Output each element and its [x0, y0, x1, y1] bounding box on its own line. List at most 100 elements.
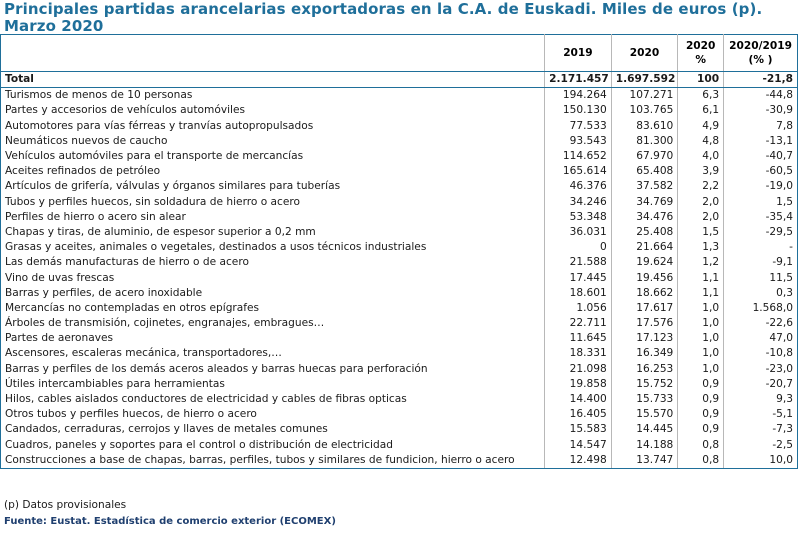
row-var: -30,9 [723, 103, 798, 119]
row-label: Chapas y tiras, de aluminio, de espesor … [0, 224, 546, 241]
header-2019: 2019 [544, 34, 612, 72]
row-pct: 4,9 [677, 118, 725, 134]
table-row: Útiles intercambiables para herramientas… [0, 376, 798, 392]
table-row: Hilos, cables aislados conductores de el… [0, 391, 798, 408]
table-row: Automotores para vías férreas y tranvías… [0, 118, 798, 134]
row-2020: 17.617 [611, 300, 679, 316]
row-var: -20,7 [723, 376, 798, 392]
row-2019: 21.098 [544, 361, 612, 377]
table-header-row: 2019 2020 2020 % 2020/2019 (% ) [0, 34, 798, 72]
row-label: Turismos de menos de 10 personas [0, 87, 546, 104]
row-2019: 19.858 [544, 376, 612, 392]
row-2020: 14.188 [611, 437, 679, 453]
row-label: Árboles de transmisión, cojinetes, engra… [0, 316, 546, 332]
row-var: -5,1 [723, 407, 798, 423]
table-row: Las demás manufacturas de hierro o de ac… [0, 255, 798, 271]
table-row: Vino de uvas frescas 17.445 19.456 1,1 11,5 [0, 270, 798, 286]
row-label: Útiles intercambiables para herramientas [0, 376, 546, 392]
row-label: Vehículos automóviles para el transporte… [0, 148, 546, 165]
row-label: Grasas y aceites, animales o vegetales, … [0, 240, 546, 256]
row-2020: 17.576 [611, 316, 679, 332]
row-2020: 18.662 [611, 285, 679, 301]
row-var: -35,4 [723, 209, 798, 225]
table-row: Partes y accesorios de vehículos automóv… [0, 103, 798, 119]
row-2020: 15.570 [611, 407, 679, 423]
row-pct: 1,1 [677, 285, 725, 301]
row-pct: 1,5 [677, 224, 725, 241]
row-pct: 1,0 [677, 300, 725, 316]
row-pct: 1,0 [677, 331, 725, 347]
table-row: Barras y perfiles de los demás aceros al… [0, 361, 798, 377]
header-2020: 2020 [611, 34, 679, 72]
row-pct: 0,8 [677, 437, 725, 453]
row-2019: 0 [544, 240, 612, 256]
row-var: -60,5 [723, 164, 798, 180]
row-2019: 150.130 [544, 103, 612, 119]
row-var: 1,5 [723, 194, 798, 210]
row-var: -40,7 [723, 148, 798, 165]
row-var: -29,5 [723, 224, 798, 241]
table-row: Grasas y aceites, animales o vegetales, … [0, 240, 798, 256]
total-2020: 1.697.592 [611, 71, 679, 89]
table-row: Neumáticos nuevos de caucho 93.543 81.300 4… [0, 133, 798, 149]
row-2019: 15.583 [544, 422, 612, 438]
total-pct: 100 [677, 71, 725, 89]
row-2020: 25.408 [611, 224, 679, 241]
row-pct: 2,0 [677, 209, 725, 225]
row-2020: 16.349 [611, 346, 679, 362]
row-2019: 21.588 [544, 255, 612, 271]
row-2019: 93.543 [544, 133, 612, 149]
table-row: Tubos y perfiles huecos, sin soldadura d… [0, 194, 798, 210]
table-row: Ascensores, escaleras mecánica, transpor… [0, 346, 798, 362]
total-label: Total [0, 71, 546, 89]
row-pct: 1,0 [677, 316, 725, 332]
row-label: Vino de uvas frescas [0, 270, 546, 286]
row-pct: 0,8 [677, 452, 725, 469]
row-label: Cuadros, paneles y soportes para el cont… [0, 437, 546, 453]
row-2019: 34.246 [544, 194, 612, 210]
row-label: Automotores para vías férreas y tranvías… [0, 118, 546, 134]
table-row: Perfiles de hierro o acero sin alear 53.3… [0, 209, 798, 225]
row-var: 9,3 [723, 391, 798, 408]
row-var: 11,5 [723, 270, 798, 286]
provisional-note: (p) Datos provisionales [4, 499, 127, 511]
source-text: Fuente: Eustat. Estadística de comercio … [4, 516, 336, 527]
table-row: Partes de aeronaves 11.645 17.123 1,0 47,0 [0, 331, 798, 347]
row-2019: 16.405 [544, 407, 612, 423]
row-var: -23,0 [723, 361, 798, 377]
row-2020: 16.253 [611, 361, 679, 377]
row-2020: 34.476 [611, 209, 679, 225]
row-2019: 1.056 [544, 300, 612, 316]
total-2019: 2.171.457 [544, 71, 612, 89]
row-label: Barras y perfiles de los demás aceros al… [0, 361, 546, 377]
row-var: 1.568,0 [723, 300, 798, 316]
row-2019: 194.264 [544, 87, 612, 104]
header-label [0, 34, 546, 72]
page-title: Principales partidas arancelarias export… [4, 0, 763, 35]
row-label: Construcciones a base de chapas, barras,… [0, 452, 546, 469]
row-label: Otros tubos y perfiles huecos, de hierro… [0, 407, 546, 423]
row-2019: 18.331 [544, 346, 612, 362]
row-pct: 2,2 [677, 179, 725, 195]
row-2020: 83.610 [611, 118, 679, 134]
row-2020: 21.664 [611, 240, 679, 256]
row-var: -22,6 [723, 316, 798, 332]
row-2020: 15.752 [611, 376, 679, 392]
row-label: Hilos, cables aislados conductores de el… [0, 391, 546, 408]
row-2019: 53.348 [544, 209, 612, 225]
table-row: Turismos de menos de 10 personas 194.264 1… [0, 87, 798, 104]
row-label: Ascensores, escaleras mecánica, transpor… [0, 346, 546, 362]
row-2019: 11.645 [544, 331, 612, 347]
table-row: Vehículos automóviles para el transporte… [0, 148, 798, 165]
row-var: 0,3 [723, 285, 798, 301]
row-2019: 14.547 [544, 437, 612, 453]
row-var: - [723, 240, 798, 256]
row-label: Tubos y perfiles huecos, sin soldadura d… [0, 194, 546, 210]
row-label: Candados, cerraduras, cerrojos y llaves … [0, 422, 546, 438]
row-pct: 0,9 [677, 376, 725, 392]
row-2019: 77.533 [544, 118, 612, 134]
row-2020: 107.271 [611, 87, 679, 104]
row-2019: 14.400 [544, 391, 612, 408]
table-row: Cuadros, paneles y soportes para el cont… [0, 437, 798, 453]
row-pct: 0,9 [677, 391, 725, 408]
